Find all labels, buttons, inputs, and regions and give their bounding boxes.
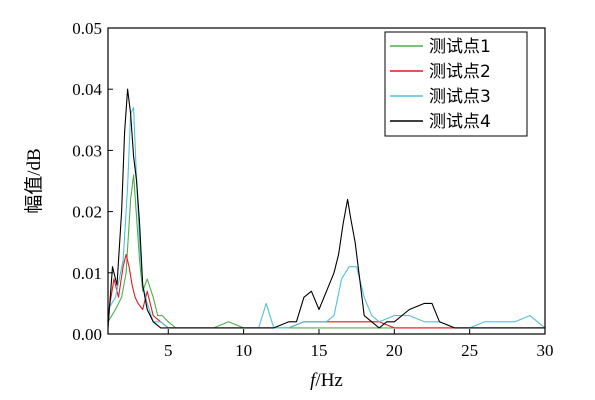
- x-tick-label: 10: [235, 341, 252, 360]
- legend: 测试点1 测试点2 测试点3 测试点4: [384, 31, 528, 137]
- x-tick-label: 15: [310, 341, 327, 360]
- x-tick-label: 20: [386, 341, 403, 360]
- legend-label-2: 测试点2: [429, 62, 491, 82]
- ticks-layer: 5 10 15 20 25 30 0.00 0.01 0.02 0.03 0.04 0.05: [72, 19, 553, 360]
- y-tick-label: 0.02: [72, 203, 102, 222]
- series-layer: [107, 88, 546, 329]
- series-line-1: [107, 174, 545, 329]
- x-axis-label: f/Hz: [310, 370, 343, 391]
- legend-label-4: 测试点4: [429, 112, 491, 132]
- y-tick-label: 0.03: [72, 141, 102, 160]
- legend-box: [384, 31, 528, 137]
- y-tick-label: 0.01: [72, 264, 102, 283]
- legend-label-1: 测试点1: [429, 37, 491, 57]
- y-tick-label: 0.05: [72, 19, 102, 38]
- legend-label-3: 测试点3: [429, 87, 491, 107]
- y-tick-label: 0.00: [72, 325, 102, 344]
- x-axis-label-symbol: f: [310, 370, 318, 391]
- series-line-3: [107, 107, 546, 329]
- x-tick-label: 25: [461, 341, 478, 360]
- x-tick-label: 5: [164, 341, 173, 360]
- y-tick-label: 0.04: [72, 80, 102, 99]
- x-tick-label: 30: [537, 341, 554, 360]
- series-line-4: [107, 88, 545, 329]
- plot-frame: [107, 27, 546, 335]
- y-axis-label: 幅值/dB: [23, 148, 45, 213]
- x-axis-label-unit: /Hz: [315, 370, 342, 391]
